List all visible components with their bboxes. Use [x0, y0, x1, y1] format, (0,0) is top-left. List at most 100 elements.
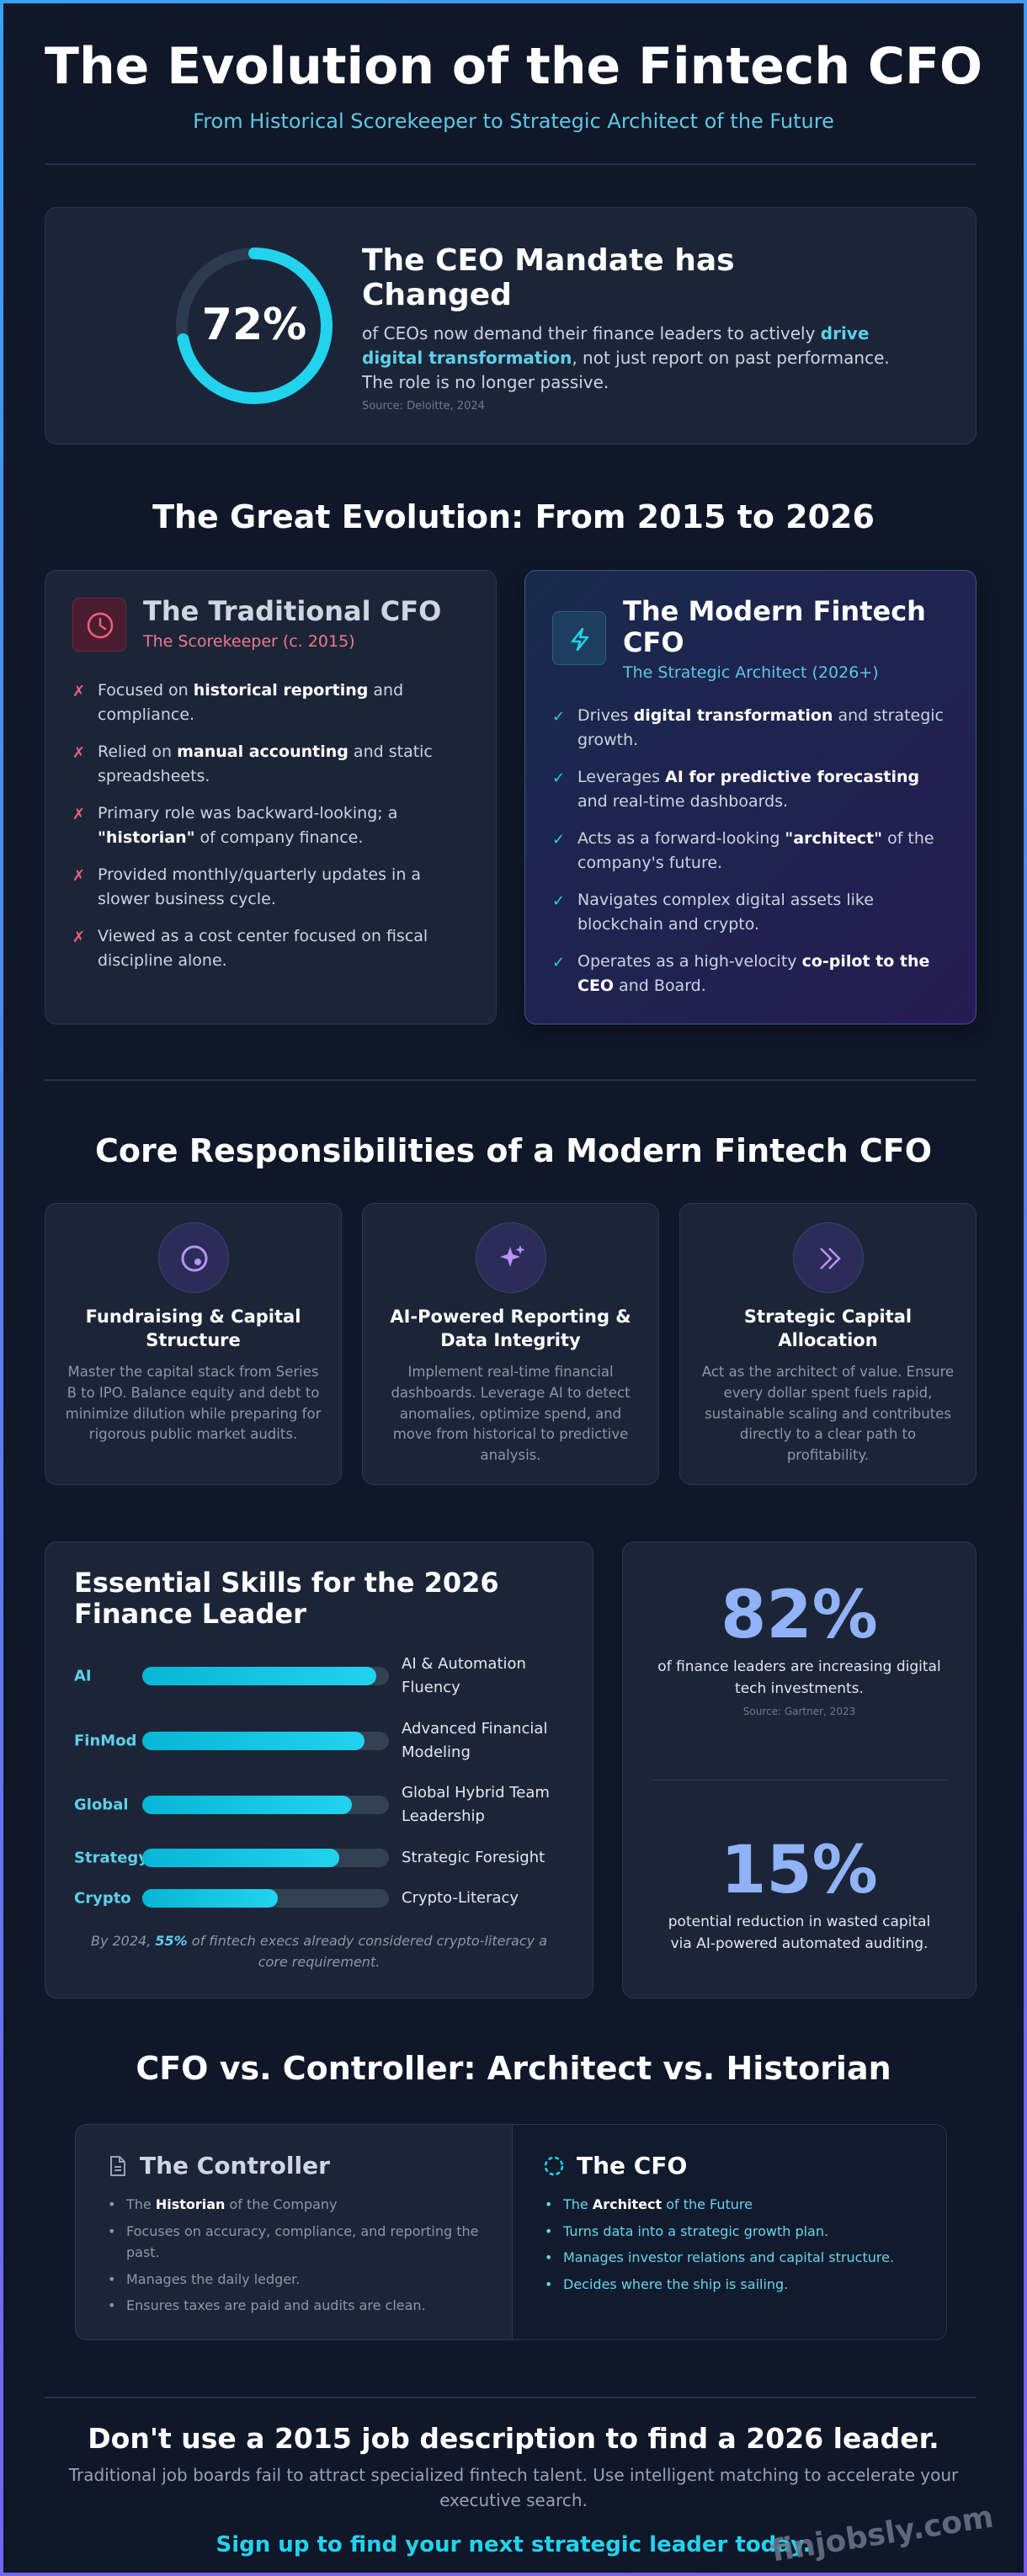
- text: and real-time dashboards.: [577, 791, 789, 811]
- doc-icon: [110, 2156, 125, 2176]
- trait: ✗ Provided monthly/quarterly updates in a…: [72, 863, 471, 911]
- text: Turns data into a strategic growth plan.: [563, 2222, 829, 2239]
- trait: ✓ Operates as a high-velocity co-pilot to…: [552, 950, 950, 998]
- text: Primary role was backward-looking; a: [98, 804, 398, 822]
- text: Acts as a forward-looking: [577, 829, 785, 848]
- emphasis: co-pilot to the CEO: [577, 952, 930, 995]
- icon-glyph: [500, 1245, 525, 1267]
- skills-footnote: By 2024, 55% of fintech execs already co…: [79, 1931, 559, 1973]
- card-head: The Traditional CFO The Scorekeeper (c. …: [143, 596, 480, 651]
- card-text: Act as the architect of value. Ensure ev…: [701, 1364, 955, 1463]
- text: , not just report on past performance. T…: [362, 347, 890, 392]
- divider: [45, 163, 976, 165]
- divider: [45, 2397, 976, 2398]
- icon: [72, 598, 126, 652]
- cta-link[interactable]: Sign up to find your next strategic lead…: [216, 2532, 811, 2557]
- skill-track: [142, 1796, 389, 1814]
- text: and Board.: [614, 976, 706, 995]
- emphasis: drive digital transformation: [362, 322, 870, 368]
- pane-list: The Architect of the Future Turns data in…: [543, 2194, 923, 2300]
- skill-tag: FinMod: [74, 1732, 137, 1750]
- skill-label: Global Hybrid Team Leadership: [402, 1784, 550, 1825]
- cta-heading: Don't use a 2015 job description to find…: [88, 2422, 939, 2455]
- marker: ✓: [552, 892, 566, 910]
- ring-icon: [544, 2156, 564, 2176]
- stats-card: 82% of finance leaders are increasing dig…: [622, 1541, 976, 1999]
- skill-track: [142, 1889, 389, 1908]
- text: of company finance.: [194, 828, 364, 847]
- card-text: Implement real-time financial dashboards…: [391, 1364, 631, 1463]
- card-text: Master the capital stack from Series B t…: [65, 1364, 322, 1443]
- text: of fintech execs already considered cryp…: [187, 1933, 548, 1970]
- card-title: Strategic Capital Allocation: [743, 1307, 913, 1351]
- marker: ✓: [552, 954, 566, 971]
- skill-tag: Strategy: [74, 1849, 149, 1867]
- marker: ✗: [72, 929, 86, 946]
- pane-item: Ensures taxes are paid and audits are cl…: [106, 2295, 487, 2317]
- text: and strategic growth.: [577, 706, 945, 749]
- stat-source: Source: Gartner, 2023: [742, 1706, 856, 1717]
- pane-title: The CFO: [577, 2152, 688, 2179]
- trait: ✗ Relied on manual accounting and static …: [72, 740, 471, 788]
- skill-bar: [142, 1889, 279, 1908]
- emphasis: "historian": [98, 828, 195, 847]
- pane-title: The Controller: [140, 2152, 330, 2179]
- mandate-card: 72% The CEO Mandate has Changed of CEOs …: [45, 207, 976, 444]
- marker: ✓: [552, 708, 566, 726]
- pane-item: Focuses on accuracy, compliance, and rep…: [106, 2221, 487, 2264]
- skill-bar: [142, 1732, 365, 1750]
- pane-item: Manages the daily ledger.: [106, 2269, 487, 2291]
- pane-item: Turns data into a strategic growth plan.: [543, 2221, 923, 2243]
- stat-figure: 82%: [721, 1578, 878, 1653]
- responsibility-card: AI-Powered Reporting & Data Integrity Imp…: [362, 1203, 659, 1485]
- text: Drives: [577, 706, 634, 725]
- text: of the company's future.: [577, 829, 934, 872]
- card-title: The Modern Fintech CFO: [623, 595, 926, 658]
- divider: [45, 1079, 976, 1081]
- marker: ✗: [72, 806, 86, 823]
- card-title: The Traditional CFO: [143, 595, 442, 627]
- marker: ✓: [552, 831, 566, 849]
- comparison-card: The Controller The Historian of the Comp…: [75, 2124, 947, 2340]
- card-subtitle: The Strategic Architect (2026+): [623, 663, 879, 682]
- text: Navigates complex digital assets like bl…: [577, 891, 874, 934]
- text: Ensures taxes are paid and audits are cl…: [126, 2297, 426, 2314]
- marker: ✗: [72, 683, 86, 700]
- section-title: CFO vs. Controller: Architect vs. Histor…: [136, 2050, 891, 2087]
- trait: ✓ Acts as a forward-looking "architect" o…: [552, 827, 950, 875]
- card-title: AI-Powered Reporting & Data Integrity: [390, 1307, 631, 1351]
- pane-item: Manages investor relations and capital s…: [543, 2247, 923, 2269]
- skill-tag: AI: [74, 1667, 92, 1685]
- emphasis: "architect": [785, 829, 883, 848]
- mandate-text: The CEO Mandate has Changed of CEOs now …: [362, 243, 901, 412]
- skill-bar: [142, 1796, 353, 1814]
- stat-figure: 15%: [721, 1833, 878, 1908]
- text: Viewed as a cost center focused on fisca…: [98, 927, 428, 970]
- text: Leverages: [577, 768, 666, 786]
- skill-label: Strategic Foresight: [402, 1849, 545, 1867]
- text: The: [563, 2196, 593, 2212]
- text: of the Company: [225, 2196, 338, 2212]
- skill-tag: Crypto: [74, 1889, 131, 1908]
- page-title: The Evolution of the Fintech CFO: [45, 37, 982, 96]
- text: The: [126, 2196, 156, 2212]
- trait: ✓ Leverages AI for predictive forecasting…: [552, 765, 950, 813]
- icon-glyph: [181, 1245, 208, 1272]
- pane-item: Decides where the ship is sailing.: [543, 2274, 923, 2296]
- skill-track: [142, 1732, 389, 1750]
- skills-card: Essential Skills for the 2026 Finance Le…: [45, 1541, 593, 1999]
- text: Decides where the ship is sailing.: [563, 2275, 789, 2292]
- icon-glyph: [820, 1248, 841, 1269]
- skill-bar: [142, 1849, 340, 1867]
- icon: [793, 1222, 864, 1293]
- trait: ✗ Viewed as a cost center focused on fisc…: [72, 924, 471, 972]
- emphasis: Historian: [155, 2196, 226, 2212]
- emphasis: AI for predictive forecasting: [665, 768, 920, 786]
- trait-list: ✗ Focused on historical reporting and com…: [72, 679, 471, 986]
- section-title: Core Responsibilities of a Modern Fintec…: [94, 1132, 933, 1169]
- text: of CEOs now demand their finance leaders…: [362, 322, 821, 343]
- card-subtitle: The Scorekeeper (c. 2015): [143, 631, 355, 651]
- skill-tag: Global: [74, 1796, 129, 1814]
- skill-label: Crypto-Literacy: [402, 1889, 519, 1908]
